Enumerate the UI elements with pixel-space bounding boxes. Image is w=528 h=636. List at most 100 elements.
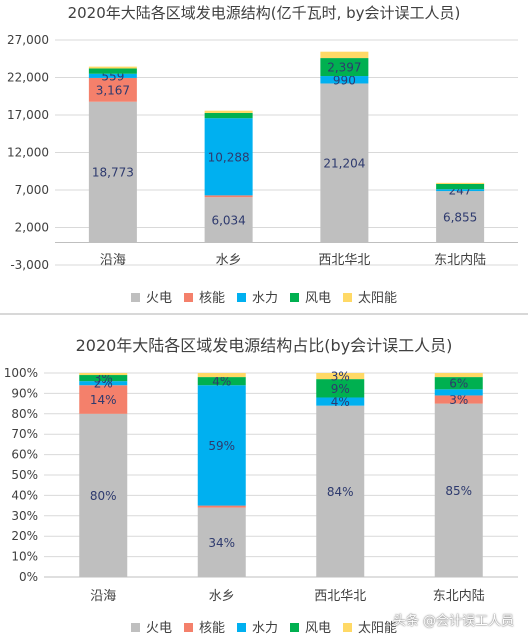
data-label: 18,773 (92, 166, 134, 180)
legend-label: 火电 (145, 291, 172, 306)
bar-segment (320, 83, 369, 243)
bar-segment (434, 373, 483, 378)
bar-segment (204, 197, 253, 243)
bar-segment (88, 66, 137, 69)
bar-segment (436, 183, 485, 190)
bar-segment (88, 73, 137, 78)
bar-segment (197, 377, 246, 386)
bar-segment (320, 51, 369, 59)
bar-segment (204, 110, 253, 113)
legend-item: 核能 (183, 287, 225, 306)
bar-segment (88, 68, 137, 74)
legend-label: 核能 (198, 291, 225, 306)
bar-segment (197, 373, 246, 378)
x-tick-label: 水乡 (209, 589, 235, 604)
bar-segment (436, 182, 485, 184)
legend-item: 水力 (236, 287, 278, 306)
y-tick-label: 90% (11, 386, 38, 400)
y-tick-label: 100% (4, 366, 38, 380)
y-tick-label: 60% (11, 448, 38, 462)
data-label: 85% (445, 484, 472, 498)
legend-label: 火电 (145, 621, 172, 636)
legend-label: 水力 (251, 291, 278, 306)
bar-segment (434, 403, 483, 577)
bar-segment (434, 389, 483, 396)
legend-item: 核能 (183, 617, 225, 636)
legend-label: 风电 (305, 621, 332, 636)
bar-segment (316, 379, 365, 398)
y-tick-label: 80% (11, 407, 38, 421)
bar-segment (197, 507, 246, 577)
legend-item: 风电 (290, 617, 331, 636)
legend-swatch (343, 293, 353, 302)
data-label: 990 (333, 73, 356, 87)
data-label: 6% (449, 377, 468, 391)
bar-segment (434, 377, 483, 390)
data-label: 2,397 (327, 61, 361, 75)
bar-segment (79, 375, 128, 382)
y-tick-label: 0% (19, 570, 38, 584)
legend-item: 太阳能 (343, 287, 397, 306)
data-label: 9% (331, 382, 350, 396)
legend-swatch (290, 293, 299, 302)
data-label: 80% (90, 489, 117, 503)
bar-segment (204, 118, 253, 196)
chart-title: 2020年大陆各区域发电源结构(亿千瓦时, by会计误工人员) (67, 4, 461, 22)
legend-label: 太阳能 (358, 291, 398, 306)
y-tick-label: 7,000 (15, 183, 49, 197)
bar-segment (320, 76, 369, 84)
y-tick-label: 20% (11, 529, 38, 543)
data-label: 6,034 (211, 213, 245, 227)
y-tick-label: 10% (11, 550, 38, 564)
x-tick-label: 西北华北 (318, 253, 370, 268)
bar-segment (434, 395, 483, 404)
bar-segment (436, 189, 485, 192)
y-tick-label: 12,000 (7, 146, 49, 160)
legend-swatch (130, 623, 140, 632)
legend-swatch (130, 293, 140, 302)
y-tick-label: 27,000 (7, 33, 49, 47)
y-tick-label: 50% (11, 468, 38, 482)
chart-divider (0, 313, 528, 315)
legend-item: 水力 (236, 617, 278, 636)
legend-item: 风电 (290, 287, 331, 306)
data-label: 3% (94, 372, 113, 386)
legend-item: 火电 (130, 287, 172, 306)
y-tick-label: -3,000 (10, 258, 49, 272)
chart-legend: 火电 核能 水力 风电 太阳能 (0, 287, 528, 306)
y-tick-label: 22,000 (7, 71, 49, 85)
chart-share: 2020年大陆各区域发电源结构占比(by会计误工人员) 100% 90% 80% 70… (0, 316, 528, 636)
data-label: 84% (327, 485, 354, 499)
legend-item: 太阳能 (343, 617, 397, 636)
chart-plot-absolute: 27,000 22,000 17,000 12,000 7,000 2,000 -3,000… (7, 33, 518, 272)
bar-segment (88, 77, 137, 102)
x-tick-label: 东北内陆 (433, 588, 485, 604)
bar-segment (197, 505, 246, 508)
data-label: 3% (449, 393, 468, 407)
legend-label: 太阳能 (358, 621, 398, 636)
bar-segment (316, 397, 365, 406)
x-tick-label: 西北华北 (314, 589, 366, 604)
data-label: 59% (208, 439, 235, 453)
data-label: 4% (331, 395, 350, 409)
data-label: 3,167 (96, 83, 130, 97)
data-label: 3% (331, 370, 350, 384)
data-label: 21,204 (323, 156, 365, 170)
bar-segment (204, 195, 253, 198)
legend-swatch (183, 623, 193, 632)
chart-plot-share: 100%90%80%70%60%50%40%30%20%10%0%80%14%2… (4, 366, 518, 604)
bar-segment (204, 112, 253, 119)
legend-swatch (236, 623, 246, 632)
legend-swatch (290, 623, 299, 632)
y-tick-label: 70% (11, 427, 38, 441)
bar-segment (88, 101, 137, 243)
y-tick-label: 2,000 (15, 221, 49, 235)
chart-title: 2020年大陆各区域发电源结构占比(by会计误工人员) (75, 336, 453, 355)
bar-segment (79, 385, 128, 414)
data-label: 6,855 (443, 210, 477, 224)
bar-segment (316, 405, 365, 577)
data-label: 34% (208, 536, 235, 550)
data-label: 10,288 (208, 150, 250, 164)
bar-segment (197, 385, 246, 506)
legend-label: 核能 (198, 621, 225, 636)
